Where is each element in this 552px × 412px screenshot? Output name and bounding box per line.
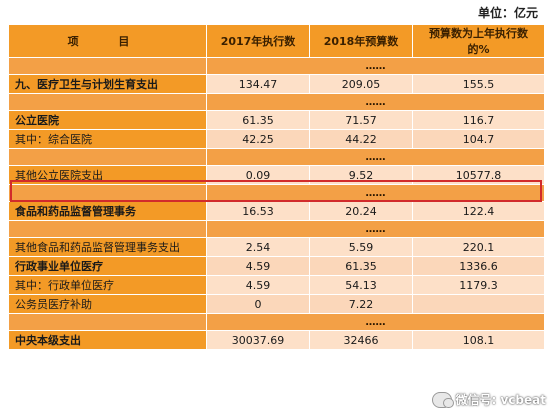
row-v2018: 54.13 (309, 275, 413, 295)
row-v2017: 0.09 (206, 165, 310, 185)
ellipsis-row: …… (8, 313, 545, 331)
row-ratio: 104.7 (412, 129, 545, 149)
row-ratio: 220.1 (412, 237, 545, 257)
row-v2018: 61.35 (309, 256, 413, 276)
row-v2018: 44.22 (309, 129, 413, 149)
ellipsis-row: …… (8, 220, 545, 238)
row-v2017: 4.59 (206, 256, 310, 276)
table-row: 其中：行政单位医疗 4.59 54.13 1179.3 (8, 275, 545, 295)
row-name: 其他公立医院支出 (8, 165, 207, 185)
row-v2017: 134.47 (206, 74, 310, 94)
row-v2017: 42.25 (206, 129, 310, 149)
table-row: 公立医院 61.35 71.57 116.7 (8, 110, 545, 130)
table-row: 食品和药品监督管理事务 16.53 20.24 122.4 (8, 201, 545, 221)
header-item: 项 目 (8, 24, 207, 58)
table-row: 公务员医疗补助 0 7.22 (8, 294, 545, 314)
row-v2018: 20.24 (309, 201, 413, 221)
table-row: 其他食品和药品监督管理事务支出 2.54 5.59 220.1 (8, 237, 545, 257)
ellipsis-row: …… (8, 57, 545, 75)
row-v2018: 32466 (309, 330, 413, 350)
row-name: 食品和药品监督管理事务 (8, 201, 207, 221)
row-v2018: 209.05 (309, 74, 413, 94)
watermark-text: 微信号: vcbeat (455, 393, 546, 407)
table-row: 其中：综合医院 42.25 44.22 104.7 (8, 129, 545, 149)
row-name: 九、医疗卫生与计划生育支出 (8, 74, 207, 94)
header-col-ratio: 预算数为上年执行数的% (412, 24, 545, 58)
table-row: 行政事业单位医疗 4.59 61.35 1336.6 (8, 256, 545, 276)
header-col-2017: 2017年执行数 (206, 24, 310, 58)
header-col-2018: 2018年预算数 (309, 24, 413, 58)
row-name: 公立医院 (8, 110, 207, 130)
row-ratio: 116.7 (412, 110, 545, 130)
row-ratio: 155.5 (412, 74, 545, 94)
wechat-icon (431, 391, 454, 408)
row-v2018: 5.59 (309, 237, 413, 257)
row-name: 公务员医疗补助 (8, 294, 207, 314)
table-row: 九、医疗卫生与计划生育支出 134.47 209.05 155.5 (8, 74, 545, 94)
row-name: 其中：行政单位医疗 (8, 275, 207, 295)
row-v2017: 30037.69 (206, 330, 310, 350)
watermark: 微信号: vcbeat (431, 391, 546, 408)
table-row-highlighted: 其他公立医院支出 0.09 9.52 10577.8 (8, 165, 545, 185)
row-ratio: 108.1 (412, 330, 545, 350)
row-v2017: 4.59 (206, 275, 310, 295)
row-name: 中央本级支出 (8, 330, 207, 350)
ellipsis-row: …… (8, 184, 545, 202)
row-name: 其他食品和药品监督管理事务支出 (8, 237, 207, 257)
budget-table: 项 目 2017年执行数 2018年预算数 预算数为上年执行数的% …… 九、医… (8, 24, 545, 350)
ellipsis-row: …… (8, 148, 545, 166)
row-ratio: 122.4 (412, 201, 545, 221)
row-v2017: 61.35 (206, 110, 310, 130)
ellipsis-row: …… (8, 93, 545, 111)
row-v2018: 9.52 (309, 165, 413, 185)
row-name: 其中：综合医院 (8, 129, 207, 149)
row-ratio (412, 294, 545, 314)
row-v2018: 7.22 (309, 294, 413, 314)
row-v2017: 16.53 (206, 201, 310, 221)
row-v2017: 0 (206, 294, 310, 314)
row-ratio: 1179.3 (412, 275, 545, 295)
table-header: 项 目 2017年执行数 2018年预算数 预算数为上年执行数的% (8, 24, 545, 58)
unit-label: 单位：亿元 (477, 6, 538, 20)
table-row: 中央本级支出 30037.69 32466 108.1 (8, 330, 545, 350)
row-name: 行政事业单位医疗 (8, 256, 207, 276)
row-ratio: 1336.6 (412, 256, 545, 276)
row-ratio: 10577.8 (412, 165, 545, 185)
row-v2018: 71.57 (309, 110, 413, 130)
row-v2017: 2.54 (206, 237, 310, 257)
